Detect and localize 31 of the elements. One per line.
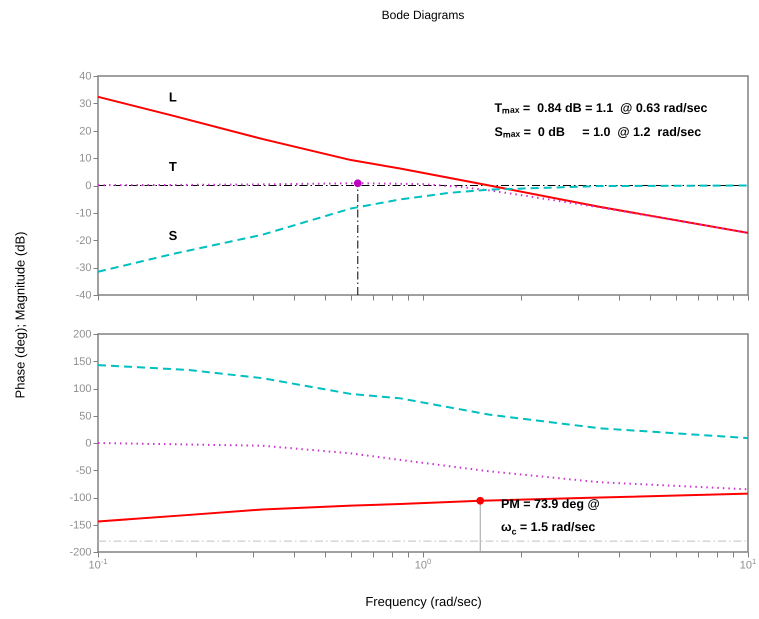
y-tick-label: 200 — [73, 328, 92, 340]
x-tick-label: 10$^{-1}$ — [88, 557, 108, 572]
y-tick-label: 50 — [79, 410, 92, 422]
x-axis-title: Frequency (rad/sec) — [365, 594, 482, 609]
y-axis-title: Phase (deg); Magnitude (dB) — [12, 232, 28, 398]
y-tick-label: 40 — [79, 70, 92, 82]
series-label: T — [168, 158, 177, 174]
y-tick-label: 30 — [79, 98, 92, 110]
y-tick-label: -20 — [76, 234, 92, 247]
annotation: Tₘₐₓ = 0.84 dB = 1.1 @ 0.63 rad/sec — [494, 101, 708, 116]
y-tick-label: -200 — [69, 546, 92, 558]
y-tick-label: 150 — [73, 356, 92, 368]
annotation: Sₘₐₓ = 0 dB = 1.0 @ 1.2 rad/sec — [494, 125, 702, 140]
x-tick-label: 10$^{0}$ — [414, 557, 432, 572]
y-tick-label: 0 — [85, 180, 92, 192]
y-tick-label: 100 — [73, 383, 92, 395]
series-label: L — [168, 90, 177, 105]
chart-title: Bode Diagrams — [382, 8, 464, 22]
y-tick-label: 0 — [85, 438, 92, 450]
series-label: S — [168, 228, 178, 243]
x-tick-label: 10$^{1}$ — [740, 557, 756, 572]
y-tick-label: -40 — [76, 290, 92, 302]
y-tick-label: 20 — [79, 125, 92, 138]
y-tick-label: -50 — [76, 464, 92, 477]
y-tick-label: -100 — [69, 492, 92, 504]
y-tick-label: -10 — [76, 207, 92, 220]
y-tick-label: -30 — [76, 262, 92, 274]
annotation: PM = 73.9 deg @ — [501, 496, 600, 510]
y-tick-label: -150 — [69, 519, 92, 532]
y-tick-label: 10 — [79, 152, 92, 165]
annotation: ω$_{c}$ = 1.5 rad/sec — [501, 520, 596, 537]
